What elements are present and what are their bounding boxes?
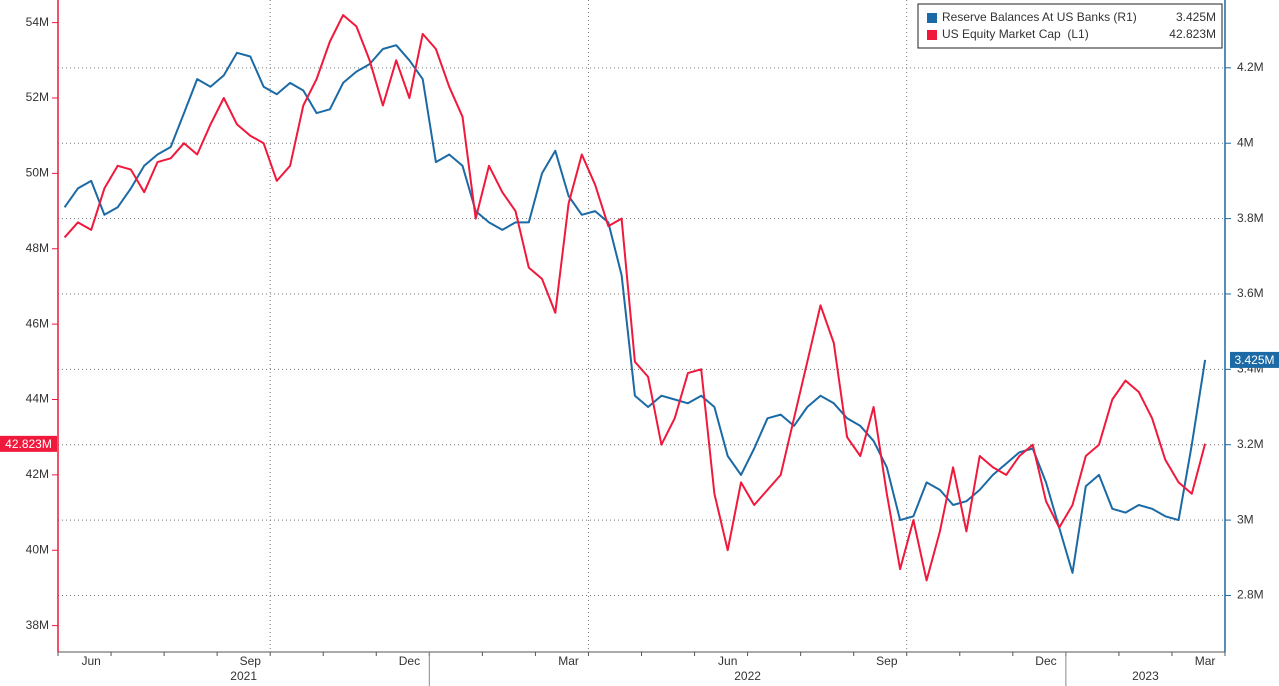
x-tick-label: Dec [1035,654,1056,668]
y2-tick-label: 3.8M [1237,211,1264,225]
y-tick-label: 42M [26,467,49,481]
y2-tick-label: 4M [1237,135,1254,149]
x-tick-label: Mar [1195,654,1216,668]
y-tick-label: 54M [26,15,49,29]
x-tick-label: Mar [558,654,579,668]
y2-tick-label: 3.2M [1237,437,1264,451]
y-tick-label: 38M [26,618,49,632]
y2-tick-label: 2.8M [1237,588,1264,602]
x-tick-label: Sep [240,654,262,668]
y2-tick-label: 3.6M [1237,286,1264,300]
legend-label: US Equity Market Cap (L1) [942,27,1089,41]
last-value-label: 3.425M [1234,353,1274,367]
legend-value: 3.425M [1176,10,1216,24]
y2-tick-label: 3M [1237,512,1254,526]
legend-value: 42.823M [1169,27,1216,41]
x-year-label: 2023 [1132,669,1159,683]
y-tick-label: 52M [26,90,49,104]
series-line [63,14,1207,582]
last-value-badge [1230,351,1279,368]
y2-tick-label: 4.2M [1237,60,1264,74]
last-value-badge [0,435,57,452]
y-tick-label: 50M [26,166,49,180]
last-value-label: 42.823M [5,437,52,451]
series-line [63,44,1207,574]
x-tick-label: Sep [876,654,898,668]
x-year-label: 2021 [230,669,257,683]
legend-swatch [927,13,937,23]
x-year-label: 2022 [734,669,761,683]
legend-box [917,3,1223,49]
legend: Reserve Balances At US Banks (R1) 3.425M U… [917,3,1223,49]
y-tick-label: 48M [26,241,49,255]
x-tick-label: Jun [81,654,100,668]
y-tick-label: 40M [26,542,49,556]
legend-label: Reserve Balances At US Banks (R1) [942,10,1137,24]
x-tick-label: Jun [718,654,737,668]
y-tick-label: 44M [26,392,49,406]
legend-swatch [927,30,937,40]
y-tick-label: 46M [26,316,49,330]
x-tick-label: Dec [399,654,420,668]
